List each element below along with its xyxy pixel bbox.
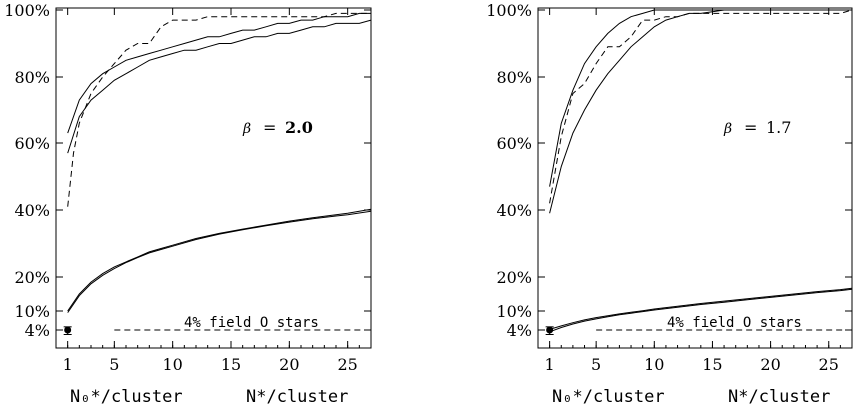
x-tick-label: 5 [591, 355, 601, 374]
series-line [549, 9, 852, 214]
series-line [67, 208, 372, 312]
y-tick-label: 40% [496, 201, 532, 220]
left-axis-ticks: 1 5 10 15 20 254%10%20%40%60%80%100% [4, 1, 372, 374]
left-xlabel-n: N*/cluster [246, 387, 348, 407]
right-panel: 1 5 10 15 20 254%10%20%40%60%80%100% β = 1.7 … [486, 1, 853, 407]
y-tick-label: 4% [507, 321, 532, 340]
x-tick-label: 10 [162, 355, 182, 374]
y-tick-label: 60% [496, 134, 532, 153]
data-point [546, 326, 554, 334]
y-tick-label: 60% [14, 134, 50, 153]
y-tick-label: 80% [496, 68, 532, 87]
left-labels: β = 2.0 4% field O stars N₀*/cluster N*/… [70, 118, 348, 407]
left-beta-value: 2.0 [285, 118, 313, 137]
x-tick-label: 20 [760, 355, 780, 374]
left-panel: 1 5 10 15 20 254%10%20%40%60%80%100% β = 2.0 … [4, 1, 372, 407]
right-field-annotation: 4% field O stars [667, 315, 802, 331]
y-tick-label: 10% [496, 302, 532, 321]
series-line [67, 12, 371, 134]
right-xlabel-n0: N₀*/cluster [552, 387, 665, 407]
x-tick-label: 25 [819, 355, 839, 374]
x-tick-label: 25 [337, 355, 357, 374]
y-tick-label: 20% [14, 268, 50, 287]
left-series [63, 12, 372, 335]
y-tick-label: 20% [496, 268, 532, 287]
y-tick-label: 4% [25, 321, 50, 340]
left-beta-symbol: β [242, 121, 251, 137]
right-beta-value: 1.7 [766, 118, 791, 137]
series-line [67, 12, 371, 207]
series-line [549, 288, 853, 333]
series-line [549, 9, 852, 187]
x-tick-label: 1 [63, 355, 73, 374]
series-line [549, 287, 853, 330]
y-tick-label: 100% [4, 1, 50, 20]
data-point [64, 326, 72, 334]
y-tick-label: 10% [14, 302, 50, 321]
series-line [67, 19, 372, 154]
y-tick-label: 40% [14, 201, 50, 220]
y-tick-label: 80% [14, 68, 50, 87]
right-series [545, 9, 853, 335]
x-tick-label: 20 [279, 355, 299, 374]
right-beta-symbol: β [723, 121, 732, 137]
series-line [549, 9, 853, 204]
left-plot-frame [55, 7, 372, 349]
right-beta-equals: = [744, 118, 757, 137]
right-plot-frame [537, 7, 853, 349]
left-field-annotation: 4% field O stars [184, 315, 319, 331]
x-tick-label: 15 [702, 355, 722, 374]
right-xlabel-n: N*/cluster [728, 387, 830, 407]
x-tick-label: 1 [545, 355, 555, 374]
right-axis-ticks: 1 5 10 15 20 254%10%20%40%60%80%100% [486, 1, 853, 374]
left-beta-equals: = [263, 118, 276, 137]
y-tick-label: 100% [486, 1, 532, 20]
x-tick-label: 15 [221, 355, 241, 374]
x-tick-label: 5 [109, 355, 119, 374]
series-line [67, 210, 372, 313]
right-labels: β = 1.7 4% field O stars N₀*/cluster N*/… [552, 118, 830, 407]
x-tick-label: 10 [644, 355, 664, 374]
left-xlabel-n0: N₀*/cluster [70, 387, 183, 407]
